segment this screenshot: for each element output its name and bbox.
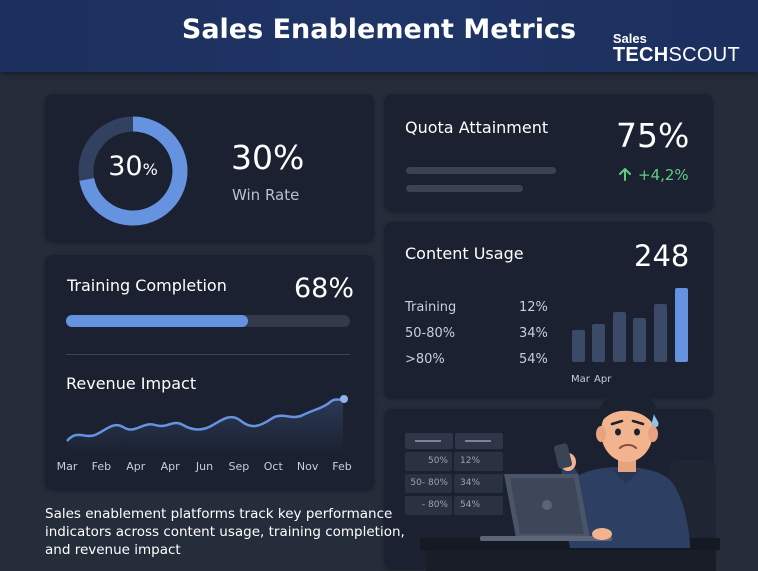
donut-center-label: 30%: [108, 151, 158, 182]
content-usage-row: 50-80% 34%: [405, 326, 548, 341]
bar-label-mar: Mar: [571, 374, 590, 385]
donut-arc: [78, 116, 188, 226]
placeholder-line-1: [406, 167, 556, 174]
month-tick-label: Sep: [228, 460, 250, 473]
placeholder-line-2: [406, 185, 523, 192]
row-pct: 54%: [519, 352, 548, 367]
caption-text: Sales enablement platforms track key per…: [45, 506, 405, 559]
content-usage-value: 248: [634, 239, 690, 273]
month-tick-label: Mar: [56, 460, 78, 473]
bar-label-apr: Apr: [594, 374, 612, 385]
row-pct: 34%: [519, 326, 548, 341]
usage-bar: [613, 312, 626, 362]
brand-logo: Sales TECHSCOUT: [613, 32, 740, 65]
win-rate-card: 30% 30% Win Rate: [45, 94, 374, 242]
content-usage-row: >80% 54%: [405, 352, 548, 367]
content-usage-row: Training 12%: [405, 300, 548, 315]
mini-table-header: [405, 433, 503, 449]
section-divider: [66, 354, 350, 355]
month-tick-label: Apr: [126, 460, 146, 473]
quota-change: +4,2%: [617, 166, 689, 184]
win-rate-value: 30%: [231, 138, 305, 177]
row-name: >80%: [405, 352, 445, 367]
logo-techscout-text: TECHSCOUT: [612, 44, 740, 66]
mini-table-row: 50% 12%: [405, 452, 503, 471]
month-tick-label: Feb: [332, 460, 352, 473]
revenue-label: Revenue Impact: [66, 374, 197, 393]
revenue-sparkline: [66, 395, 348, 453]
month-tick-label: Nov: [296, 460, 319, 473]
training-progress-fill: [66, 315, 248, 327]
usage-bar: [633, 318, 646, 362]
training-label: Training Completion: [67, 276, 227, 295]
mini-table-row: 50- 80% 34%: [405, 474, 503, 493]
page-title: Sales Enablement Metrics: [181, 14, 577, 45]
stressed-salesperson-illustration: [420, 391, 720, 571]
mini-table-row: - 80% 54%: [405, 496, 503, 515]
training-revenue-card: Training Completion 68% Revenue Impact M…: [45, 255, 374, 490]
header-banner: Sales Enablement Metrics Sales TECHSCOUT: [0, 0, 758, 72]
logo-sales-text: Sales: [612, 31, 647, 46]
month-tick-label: Feb: [91, 460, 112, 473]
row-name: 50-80%: [405, 326, 456, 341]
quota-attainment-card: Quota Attainment 75% +4,2%: [384, 94, 713, 211]
win-rate-label: Win Rate: [232, 186, 300, 204]
quota-change-value: +4,2%: [638, 166, 689, 184]
row-pct: 12%: [519, 300, 548, 315]
quota-label: Quota Attainment: [405, 118, 549, 137]
arrow-up-icon: [619, 168, 631, 181]
revenue-area: [67, 399, 343, 453]
month-tick-label: Apr: [160, 460, 180, 473]
usage-bar: [572, 330, 585, 362]
usage-bar: [654, 304, 667, 362]
training-value: 68%: [294, 273, 355, 304]
row-name: Training: [405, 300, 457, 315]
month-tick-label: Oct: [263, 460, 283, 473]
content-usage-bars: [572, 288, 688, 362]
content-usage-label: Content Usage: [405, 244, 524, 263]
usage-bar-highlight: [675, 288, 688, 362]
content-usage-card: Content Usage 248 Training 12% 50-80% 34…: [384, 222, 713, 398]
revenue-end-point: [340, 395, 348, 403]
usage-bar: [592, 324, 605, 362]
month-tick-label: Jun: [195, 460, 214, 473]
training-progress-bar: [66, 315, 350, 327]
quota-value: 75%: [616, 116, 690, 155]
revenue-line: [66, 397, 344, 442]
win-rate-donut: [78, 116, 188, 226]
mini-table: 50% 12% 50- 80% 34% - 80% 54%: [405, 433, 503, 515]
